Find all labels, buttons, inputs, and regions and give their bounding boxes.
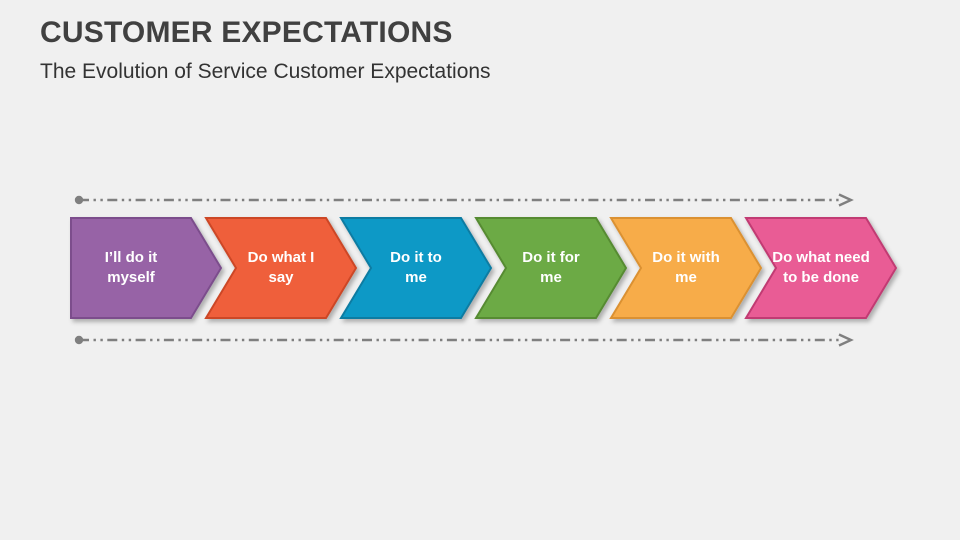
step-chevron-2 <box>204 217 358 319</box>
evolution-chevron-diagram <box>70 217 898 319</box>
step-chevron-5 <box>609 217 763 319</box>
step-chevron-6 <box>744 217 898 319</box>
page-title: CUSTOMER EXPECTATIONS <box>40 16 453 49</box>
page-subtitle: The Evolution of Service Customer Expect… <box>40 60 491 83</box>
arrow-right-icon <box>838 193 854 207</box>
step-chevron-1 <box>70 217 223 319</box>
timeline-top-arrow <box>74 193 854 207</box>
step-chevron-3 <box>339 217 493 319</box>
timeline-bottom-arrow <box>74 333 854 347</box>
step-chevron-4 <box>474 217 628 319</box>
arrow-right-icon <box>838 333 854 347</box>
